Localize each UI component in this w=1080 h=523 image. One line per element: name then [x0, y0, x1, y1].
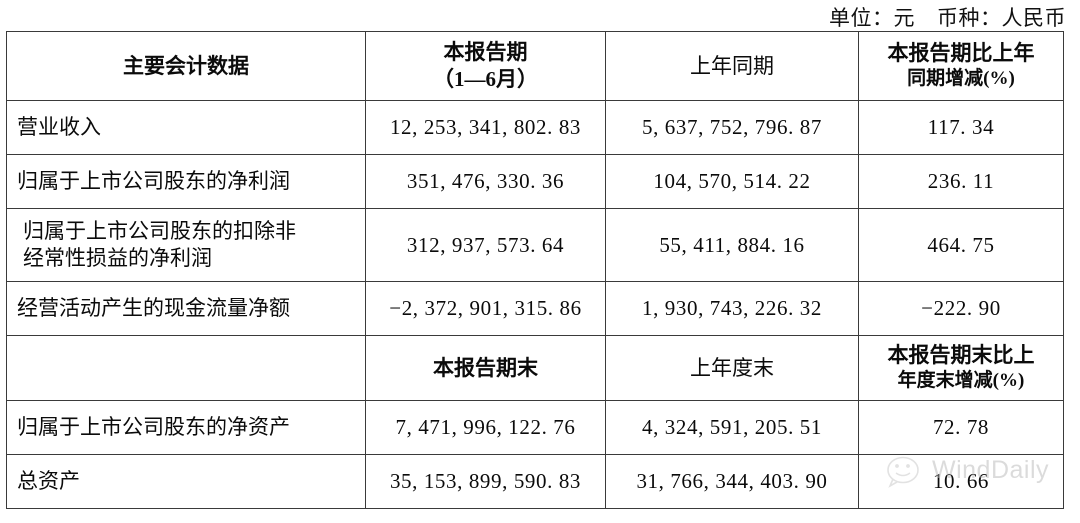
table-header-row: 主要会计数据 本报告期 （1—6月） 上年同期 本报告期比上年 同期增减(%) — [6, 31, 1064, 101]
cell-net-assets-change: 72. 78 — [858, 400, 1064, 455]
table-row: 归属于上市公司股东的扣除非 经常性损益的净利润 312, 937, 573. 6… — [6, 208, 1064, 282]
cell-net-profit-current: 351, 476, 330. 36 — [365, 154, 606, 209]
column-header-prior-period: 上年同期 — [605, 31, 859, 101]
cell-net-profit-change: 236. 11 — [858, 154, 1064, 209]
cell-total-assets-change: 10. 66 — [858, 454, 1064, 509]
column-header-change-pct: 本报告期比上年 同期增减(%) — [858, 31, 1064, 101]
row-label-revenue: 营业收入 — [6, 100, 366, 155]
column-header-metric: 主要会计数据 — [6, 31, 366, 101]
table-row: 经营活动产生的现金流量净额 −2, 372, 901, 315. 86 1, 9… — [6, 281, 1064, 336]
financial-summary-table: 主要会计数据 本报告期 （1—6月） 上年同期 本报告期比上年 同期增减(%) … — [6, 31, 1064, 509]
column-header-current-period: 本报告期 （1—6月） — [365, 31, 606, 101]
row-label-operating-cash-flow: 经营活动产生的现金流量净额 — [6, 281, 366, 336]
row-label-deducted-net-profit-line2: 经常性损益的净利润 — [23, 246, 212, 270]
cell-deducted-net-profit-previous: 55, 411, 884. 16 — [605, 208, 859, 282]
cell-deducted-net-profit-current: 312, 937, 573. 64 — [365, 208, 606, 282]
unit-label: 单位：元 — [829, 6, 915, 30]
cell-revenue-previous: 5, 637, 752, 796. 87 — [605, 100, 859, 155]
table-row: 总资产 35, 153, 899, 590. 83 31, 766, 344, … — [6, 454, 1064, 509]
table-row: 归属于上市公司股东的净利润 351, 476, 330. 36 104, 570… — [6, 154, 1064, 209]
cell-net-assets-previous: 4, 324, 591, 205. 51 — [605, 400, 859, 455]
cell-operating-cash-flow-previous: 1, 930, 743, 226. 32 — [605, 281, 859, 336]
subheader-change-pct: 本报告期末比上 年度末增减(%) — [858, 335, 1064, 401]
column-header-change-pct-line1: 本报告期比上年 — [887, 41, 1035, 66]
currency-label: 币种：人民币 — [937, 6, 1066, 30]
column-header-current-period-line1: 本报告期 — [443, 40, 528, 65]
row-label-net-assets: 归属于上市公司股东的净资产 — [6, 400, 366, 455]
table-row: 营业收入 12, 253, 341, 802. 83 5, 637, 752, … — [6, 100, 1064, 155]
cell-revenue-current: 12, 253, 341, 802. 83 — [365, 100, 606, 155]
row-label-deducted-net-profit-line1: 归属于上市公司股东的扣除非 — [23, 219, 296, 244]
cell-total-assets-previous: 31, 766, 344, 403. 90 — [605, 454, 859, 509]
cell-operating-cash-flow-current: −2, 372, 901, 315. 86 — [365, 281, 606, 336]
cell-total-assets-current: 35, 153, 899, 590. 83 — [365, 454, 606, 509]
cell-net-profit-previous: 104, 570, 514. 22 — [605, 154, 859, 209]
row-label-total-assets: 总资产 — [6, 454, 366, 509]
unit-currency-line: 单位：元 币种：人民币 — [829, 2, 1066, 32]
subheader-period-end: 本报告期末 — [365, 335, 606, 401]
subheader-prior-year-end: 上年度末 — [605, 335, 859, 401]
cell-deducted-net-profit-change: 464. 75 — [858, 208, 1064, 282]
cell-revenue-change: 117. 34 — [858, 100, 1064, 155]
subheader-empty-cell — [6, 335, 366, 401]
row-label-deducted-net-profit: 归属于上市公司股东的扣除非 经常性损益的净利润 — [6, 208, 366, 282]
subheader-change-pct-line2: 年度末增减(%) — [897, 370, 1025, 392]
cell-operating-cash-flow-change: −222. 90 — [858, 281, 1064, 336]
row-label-net-profit: 归属于上市公司股东的净利润 — [6, 154, 366, 209]
table-subheader-row: 本报告期末 上年度末 本报告期末比上 年度末增减(%) — [6, 335, 1064, 401]
subheader-change-pct-line1: 本报告期末比上 — [887, 343, 1035, 368]
column-header-change-pct-line2: 同期增减(%) — [907, 68, 1015, 90]
table-row: 归属于上市公司股东的净资产 7, 471, 996, 122. 76 4, 32… — [6, 400, 1064, 455]
cell-net-assets-current: 7, 471, 996, 122. 76 — [365, 400, 606, 455]
column-header-current-period-line2: （1—6月） — [433, 67, 538, 91]
